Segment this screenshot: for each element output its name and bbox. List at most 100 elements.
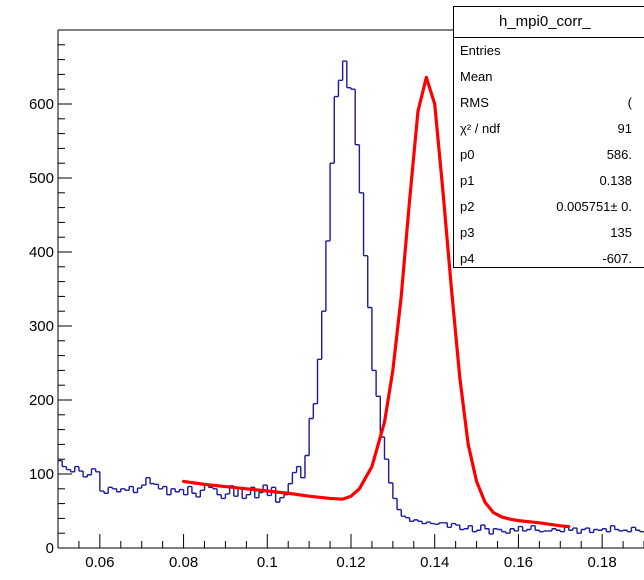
stat-value: -607. [602, 251, 632, 266]
histogram-bin [350, 87, 356, 90]
histogram-bin [555, 528, 561, 531]
y-tick-label: 100 [29, 466, 54, 483]
histogram-bin [333, 95, 339, 164]
statistics-box-title: h_mpi0_corr_ [454, 7, 644, 38]
histogram-bin [526, 528, 531, 531]
stat-row: p4 -607. [454, 246, 644, 267]
histogram-bin [475, 529, 481, 532]
stat-name: p2 [460, 199, 475, 214]
histogram-bin [639, 530, 644, 533]
histogram-bin [216, 488, 222, 496]
histogram-bin [484, 525, 490, 530]
y-tick-label: 0 [46, 540, 54, 557]
fit-curve-series [181, 75, 571, 529]
fit-curve [181, 75, 571, 529]
histogram-series [58, 60, 644, 535]
histogram-bin [429, 522, 435, 525]
histogram-bin [224, 493, 230, 499]
stat-row: Mean [454, 64, 644, 90]
histogram-bin [61, 460, 67, 468]
y-tick-label: 500 [29, 170, 54, 187]
stat-value: 0.138 [599, 173, 632, 188]
statistics-rows: Entries Mean RMS ( χ² / ndf 91 p0 586. p1 0.138 p2… [454, 38, 644, 267]
histogram-bin [149, 477, 155, 485]
histogram-bin [99, 471, 105, 492]
histogram-bin [500, 529, 506, 533]
histogram-bin [392, 482, 398, 500]
histogram-bin [496, 528, 502, 531]
y-tick-label: 300 [29, 318, 54, 335]
x-tick-label: 0.06 [85, 554, 114, 571]
x-tick-label: 0.18 [588, 554, 617, 571]
histogram-bin [396, 498, 402, 511]
stat-row: p0 586. [454, 142, 644, 168]
histogram-bin [153, 483, 159, 486]
stat-row: p2 0.005751± 0. [454, 194, 644, 220]
x-tick-label: 0.16 [504, 554, 533, 571]
stat-row: p3 135 [454, 220, 644, 246]
histogram-bin [580, 528, 586, 534]
stat-value: ( [627, 95, 632, 110]
histogram-bin [291, 471, 297, 484]
stat-name: χ² / ndf [460, 121, 501, 136]
histogram-bin [463, 528, 469, 530]
histogram-bin [634, 527, 640, 531]
stat-name: p4 [460, 251, 475, 266]
histogram-bin [375, 370, 381, 397]
histogram-bin [191, 486, 197, 494]
histogram-bin [199, 489, 205, 497]
stat-name: Entries [460, 43, 501, 58]
histogram-bin [316, 358, 322, 404]
histogram-bin [438, 522, 444, 525]
histogram-bin [404, 516, 410, 519]
histogram-bin [362, 192, 368, 257]
histogram-bin [94, 468, 100, 473]
histogram-bin [258, 491, 264, 498]
histogram-bin [417, 519, 423, 523]
stat-row: p1 0.138 [454, 168, 644, 194]
histogram-bin [400, 509, 406, 517]
histogram-bin [304, 454, 310, 478]
histogram-bin [614, 525, 619, 531]
histogram-bin [111, 487, 117, 490]
histogram-bin [387, 459, 393, 484]
histogram-bin [312, 403, 318, 419]
histogram-bin [325, 240, 331, 312]
histogram-bin [542, 530, 548, 532]
stat-value: 91 [617, 121, 632, 136]
histogram-bin [279, 496, 285, 503]
histogram-bin [245, 494, 251, 499]
histogram-bin [492, 528, 498, 534]
stat-row: Entries [454, 38, 644, 64]
x-tick-label: 0.14 [420, 554, 449, 571]
histogram-bin [141, 484, 146, 489]
histogram-bin [383, 437, 389, 460]
histogram-bin [354, 89, 360, 146]
histogram-bin [371, 307, 377, 372]
histogram-bin [321, 310, 326, 360]
histogram-bin [283, 494, 289, 498]
stat-row: χ² / ndf 91 [454, 116, 644, 142]
x-tick-label: 0.12 [336, 554, 365, 571]
histogram-bin [329, 162, 335, 241]
histogram-bin [337, 79, 343, 97]
stat-name: p1 [460, 173, 475, 188]
histogram-bin [346, 61, 351, 89]
y-tick-label: 600 [29, 96, 54, 113]
histogram-bin [358, 144, 364, 194]
histogram-bin [78, 466, 84, 472]
stat-value: 135 [610, 225, 632, 240]
histogram-bin [212, 487, 218, 490]
plot-axes: 0.06 0.08 0.1 0.12 0.14 0.16 0.18 0 100 200 300 400… [29, 29, 644, 571]
histogram-bin [136, 487, 142, 493]
stat-row: RMS ( [454, 90, 644, 116]
stat-name: p0 [460, 147, 475, 162]
x-tick-label: 0.08 [169, 554, 198, 571]
histogram-bin [65, 466, 71, 471]
histogram-bin [308, 417, 314, 456]
histogram-bin [534, 525, 540, 531]
y-tick-label: 400 [29, 244, 54, 261]
x-tick-label: 0.1 [257, 554, 278, 571]
stat-name: p3 [460, 225, 475, 240]
stat-value: 586. [606, 147, 632, 162]
